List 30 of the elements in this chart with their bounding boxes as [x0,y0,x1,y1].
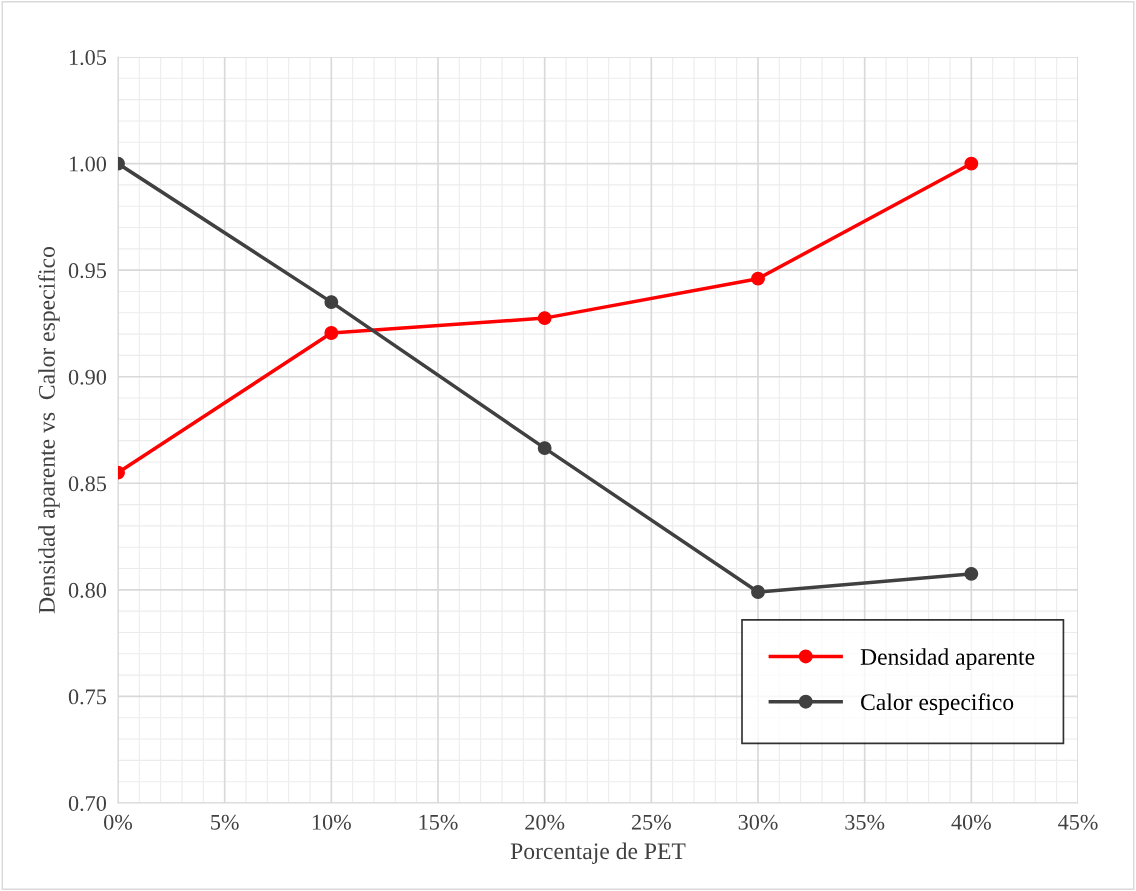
x-tick-label: 40% [951,814,991,830]
point [537,441,552,456]
x-tick-label: 30% [738,814,778,830]
x-tick-label: 10% [312,814,351,830]
point [964,156,979,171]
x-tick-label: 35% [845,814,885,830]
point [324,326,339,340]
y-tick-label: 0.95 [68,263,107,279]
x-tick-label: 15% [419,814,458,830]
x-tick-label: 0% [104,814,133,830]
x-tick-label: 5% [211,814,239,830]
x-tick-label: 20% [525,814,565,830]
y-tick-label: 1.00 [69,156,107,172]
y-tick-label: 0.90 [68,369,107,385]
point [537,311,552,326]
x-tick-label: 45% [1058,814,1098,830]
point [324,295,339,310]
point [751,271,765,286]
y-tick-label: 0.70 [68,795,107,812]
y-tick-label: 0.85 [68,476,107,492]
point [751,585,765,599]
y-tick-label: 0.80 [68,582,107,598]
y-axis-title: Densidad aparente vs Calor especifico [38,247,60,614]
y-tick-label: 0.75 [68,689,107,705]
x-tick-label: 25% [631,814,671,830]
x-axis-title: Porcentaje de PET [510,842,686,865]
legend-label: Calor especifico [861,693,1014,715]
y-tick-label: 1.05 [69,49,107,66]
point [964,566,979,581]
legend-label: Densidad aparente [860,648,1035,670]
